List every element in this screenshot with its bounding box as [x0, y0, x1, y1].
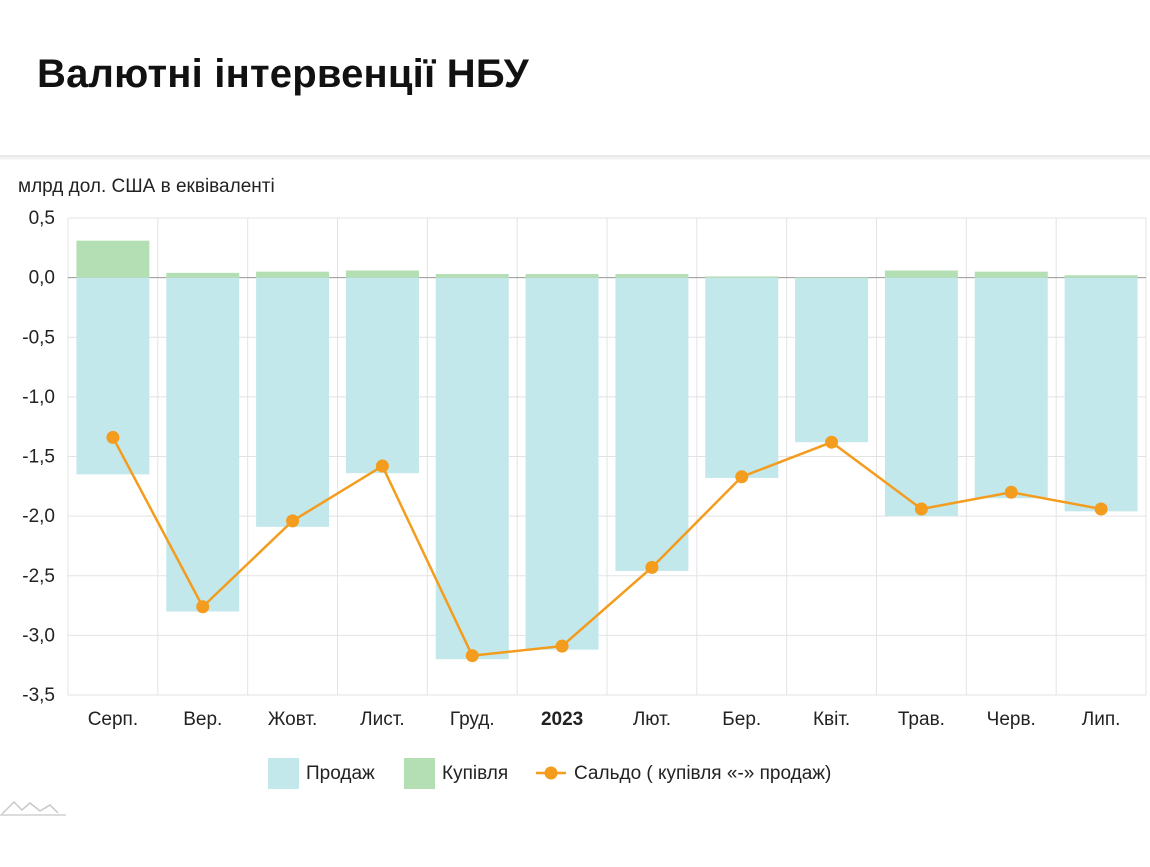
y-tick-label: 0,5	[29, 208, 55, 229]
y-unit-label: млрд дол. США в еквіваленті	[18, 176, 275, 197]
x-tick-label: Лип.	[1082, 709, 1121, 730]
y-tick-label: -1,5	[22, 447, 55, 468]
balance-point	[1004, 485, 1018, 499]
sell-bar	[615, 277, 689, 571]
y-tick-label: -3,5	[22, 685, 55, 706]
balance-line-path	[111, 436, 1102, 657]
balance-point	[286, 514, 300, 528]
balance-point	[555, 639, 569, 653]
legend-swatch-balance-dot	[544, 766, 558, 780]
header-divider	[0, 155, 1150, 161]
balance-line	[106, 430, 1108, 663]
balance-point	[375, 459, 389, 473]
x-tick-label: Груд.	[450, 709, 495, 730]
legend: Продаж Купівля Сальдо ( купівля «-» продаж…	[268, 758, 831, 789]
buy-bar	[1064, 275, 1138, 278]
x-tick-label: Квіт.	[813, 709, 850, 730]
y-tick-label: -0,5	[22, 327, 55, 348]
balance-point	[1094, 502, 1108, 516]
legend-label-buy: Купівля	[442, 763, 508, 784]
x-tick-label: Серп.	[88, 709, 138, 730]
balance-point	[465, 649, 479, 663]
x-tick-label: 2023	[541, 709, 583, 730]
x-tick-label: Черв.	[987, 709, 1036, 730]
sell-bar	[435, 277, 509, 660]
page-title: Валютні інтервенції НБУ	[37, 52, 529, 96]
legend-swatch-buy	[404, 758, 435, 789]
x-tick-label: Вер.	[183, 709, 222, 730]
legend-swatch-sell	[268, 758, 299, 789]
buy-bar	[435, 274, 509, 278]
balance-point	[645, 560, 659, 574]
buy-bar	[166, 272, 240, 278]
balance-point	[735, 470, 749, 484]
buy-bar	[615, 274, 689, 278]
sell-bar	[795, 277, 869, 443]
sell-bar	[884, 277, 958, 517]
legend-label-sell: Продаж	[306, 763, 375, 784]
balance-point	[825, 435, 839, 449]
buy-bar	[256, 271, 330, 278]
x-tick-label: Бер.	[722, 709, 761, 730]
logo-icon	[0, 800, 66, 816]
x-tick-label: Трав.	[898, 709, 945, 730]
sell-bar	[256, 277, 330, 527]
y-tick-label: -2,0	[22, 506, 55, 527]
buy-bar	[795, 277, 869, 279]
buy-bar	[974, 271, 1048, 278]
x-tick-label: Лют.	[633, 709, 671, 730]
y-tick-label: -2,5	[22, 566, 55, 587]
buy-bar	[345, 270, 419, 278]
y-tick-label: -1,0	[22, 387, 55, 408]
x-tick-label: Жовт.	[268, 709, 317, 730]
axis-labels: 0,5 0,0 -0,5 -1,0 -1,5 -2,0 -2,5 -3,0 -3,5 Серп. В…	[22, 208, 1120, 730]
grid-lines	[67, 217, 1147, 696]
bars	[76, 240, 1138, 660]
sell-bar	[166, 277, 240, 612]
buy-bar	[76, 240, 150, 278]
buy-bar	[705, 276, 779, 278]
sell-bar	[974, 277, 1048, 499]
legend-label-balance: Сальдо ( купівля «-» продаж)	[574, 763, 831, 784]
sell-bar	[705, 277, 779, 478]
balance-point	[106, 430, 120, 444]
sell-bar	[345, 277, 419, 474]
buy-bar	[525, 274, 599, 278]
y-tick-label: 0,0	[29, 268, 55, 289]
x-tick-label: Лист.	[360, 709, 404, 730]
balance-point	[196, 600, 210, 614]
buy-bar	[884, 270, 958, 278]
sell-bar	[1064, 277, 1138, 512]
sell-bar	[76, 277, 150, 475]
sell-bar	[525, 277, 599, 650]
balance-point	[914, 502, 928, 516]
y-tick-label: -3,0	[22, 625, 55, 646]
